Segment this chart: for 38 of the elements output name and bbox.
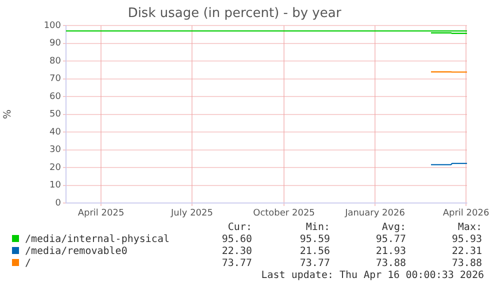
y-tick-label: 70 — [50, 74, 62, 84]
y-tick-label: 60 — [50, 92, 62, 102]
y-tick-label: 30 — [50, 145, 62, 156]
legend-label: /media/internal-physical — [24, 234, 170, 246]
y-tick-label: 100 — [44, 20, 62, 31]
text: Last update: Thu Apr 16 00:00:33 2026 — [261, 270, 484, 282]
text: 73.88 — [450, 258, 482, 270]
y-tick-label: 0 — [55, 198, 62, 208]
text: 21.93 — [374, 246, 406, 258]
text: 95.59 — [298, 234, 330, 246]
y-axis-title: % — [2, 110, 14, 120]
y-tick-label: 90 — [50, 38, 62, 49]
x-tick-label: July 2025 — [170, 208, 213, 219]
text: 73.77 — [220, 258, 252, 270]
y-tick-label: 20 — [50, 162, 62, 173]
text: Cur: — [226, 222, 252, 234]
y-tick-label: 80 — [50, 56, 62, 66]
x-tick-label: January 2026 — [344, 208, 406, 219]
legend-label: / — [24, 258, 32, 270]
text: Min: — [304, 222, 330, 234]
text: 22.31 — [450, 246, 482, 258]
text: Avg: — [380, 222, 406, 234]
legend-label: /media/removable0 — [24, 246, 128, 258]
text: 95.77 — [374, 234, 406, 246]
y-tick-label: 40 — [50, 127, 62, 138]
text: 73.88 — [374, 258, 406, 270]
text: 95.93 — [450, 234, 482, 246]
x-tick-label: October 2025 — [253, 208, 315, 219]
text: 21.56 — [298, 246, 330, 258]
text: 95.60 — [220, 234, 252, 246]
chart-title: Disk usage (in percent) - by year — [128, 6, 342, 22]
text: Max: — [456, 222, 482, 234]
text: 22.30 — [220, 246, 252, 258]
x-tick-label: April 2025 — [78, 208, 124, 219]
text: 73.77 — [298, 258, 330, 270]
x-tick-label: April 2026 — [442, 208, 490, 219]
y-tick-label: 50 — [50, 110, 62, 120]
y-tick-label: 10 — [50, 180, 62, 191]
